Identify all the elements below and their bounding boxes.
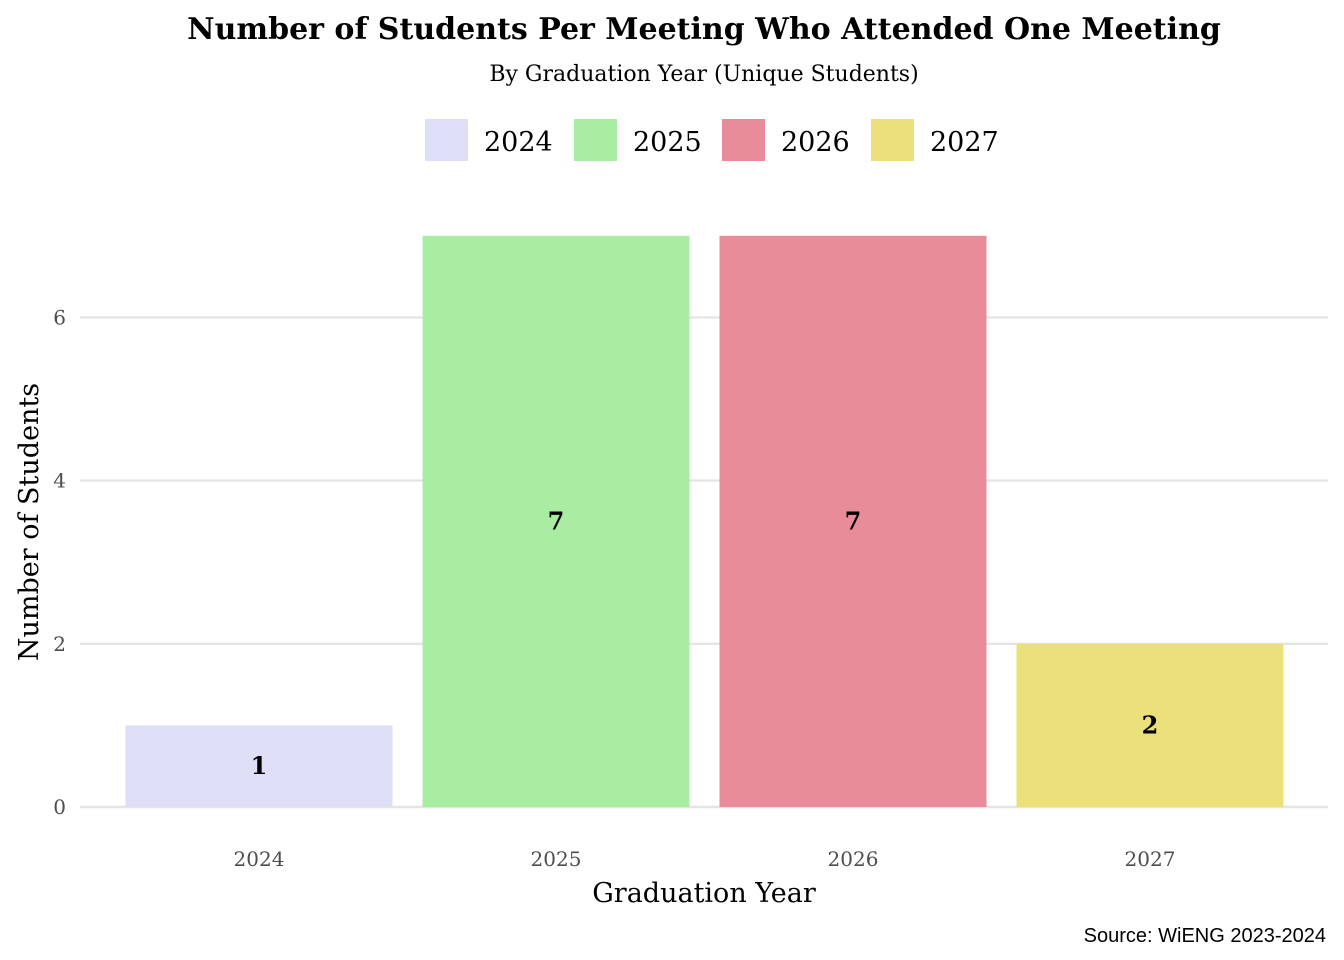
legend-swatch-2026 — [722, 119, 765, 161]
data-label-2026: 7 — [845, 506, 862, 535]
y-tick-label-6: 6 — [53, 305, 66, 329]
y-tick-label-2: 2 — [53, 632, 66, 656]
data-label-2025: 7 — [548, 506, 565, 535]
x-tick-label-2025: 2025 — [531, 847, 582, 871]
legend-label-2026: 2026 — [781, 127, 850, 158]
data-labels: 17 72 — [251, 506, 1159, 780]
bars — [125, 235, 1284, 808]
data-label-2024: 1 — [251, 751, 268, 780]
bar-2027 — [1016, 643, 1284, 807]
chart-subtitle: By Graduation Year (Unique Students) — [489, 62, 918, 87]
legend: 2024 2025 2026 2027 — [425, 119, 999, 161]
bar-2026 — [719, 235, 987, 808]
legend-swatch-2027 — [871, 119, 914, 161]
y-tick-label-0: 0 — [53, 795, 66, 819]
legend-swatch-2024 — [425, 119, 468, 161]
y-tick-label-4: 4 — [53, 469, 66, 493]
x-axis-title: Graduation Year — [592, 878, 816, 909]
x-axis-ticks: 2024 2025 2026 2027 — [234, 847, 1176, 871]
y-axis-ticks: 0 2 4 6 — [53, 305, 66, 819]
source-caption: Source: WiENG 2023-2024 — [1084, 925, 1326, 947]
x-tick-label-2026: 2026 — [828, 847, 879, 871]
legend-swatch-2025 — [574, 119, 617, 161]
x-tick-label-2024: 2024 — [234, 847, 285, 871]
bar-2025 — [422, 235, 690, 808]
x-tick-label-2027: 2027 — [1125, 847, 1176, 871]
chart-title: Number of Students Per Meeting Who Atten… — [187, 12, 1221, 47]
legend-label-2024: 2024 — [484, 127, 553, 158]
y-axis-title: Number of Students — [14, 383, 45, 661]
legend-label-2025: 2025 — [633, 127, 702, 158]
bar-2024 — [125, 725, 393, 807]
data-label-2027: 2 — [1142, 710, 1159, 739]
legend-label-2027: 2027 — [930, 127, 999, 158]
